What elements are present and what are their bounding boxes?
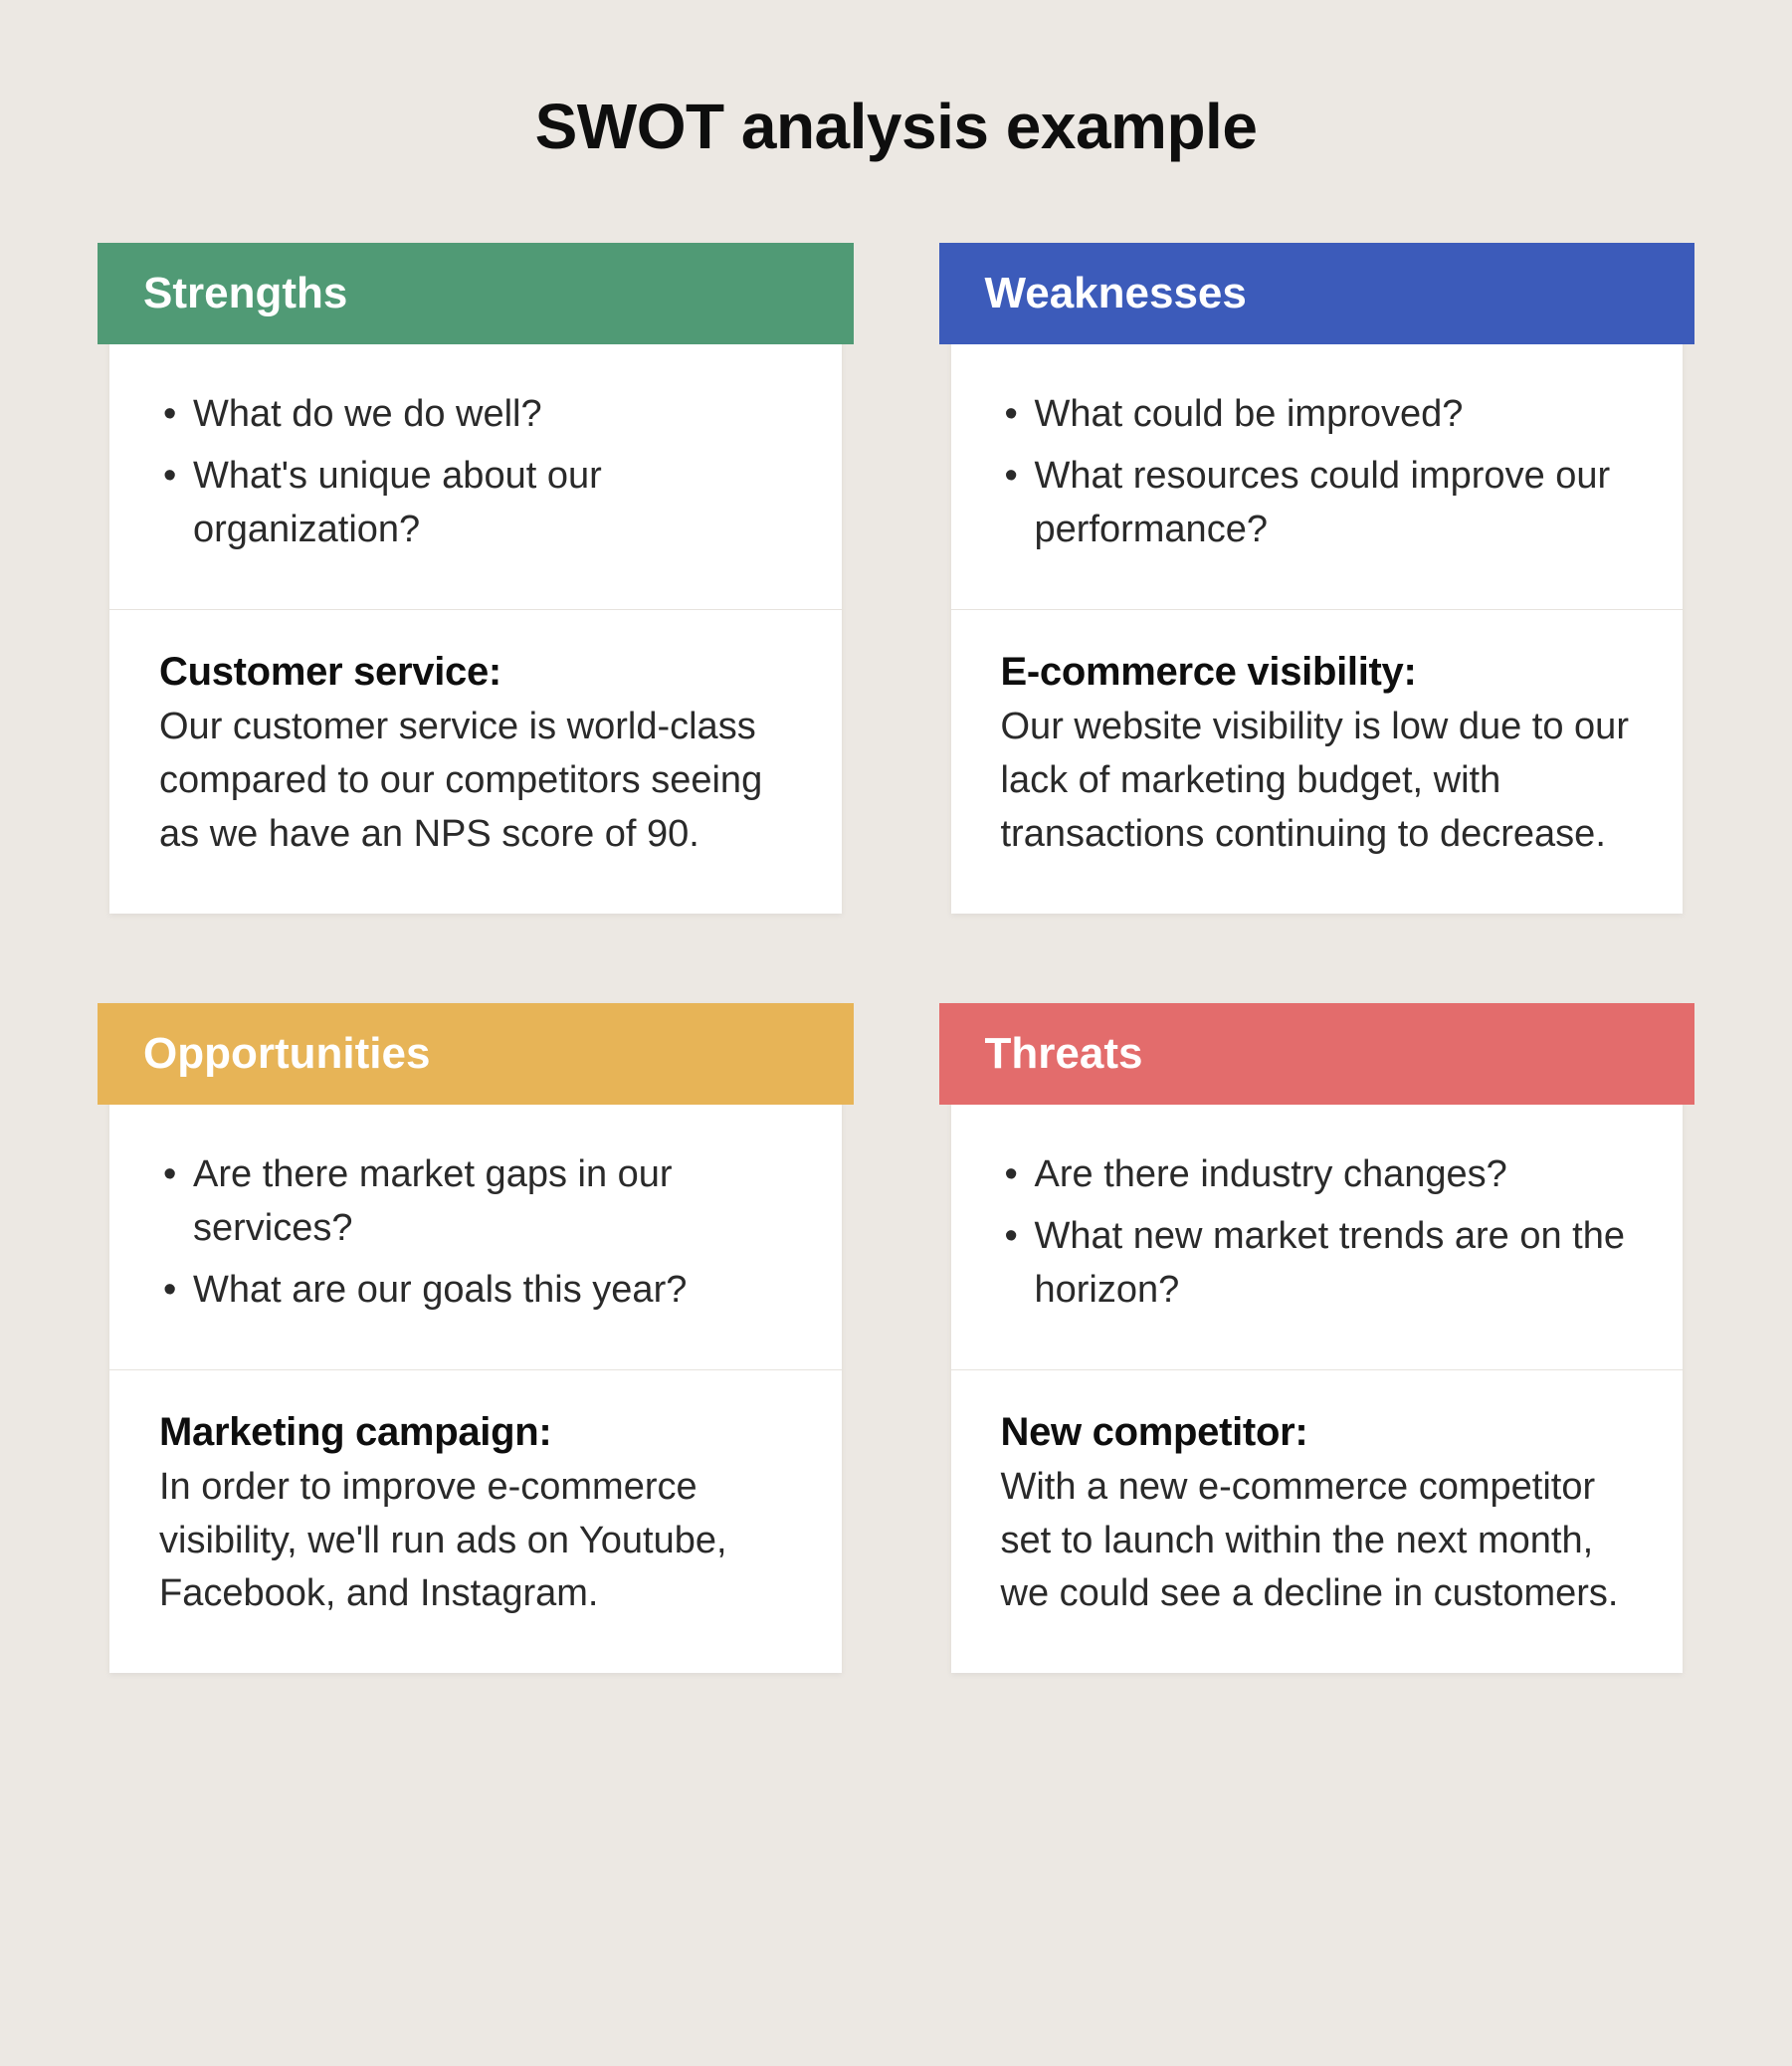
card-threats: Threats Are there industry changes? What… bbox=[951, 1003, 1684, 1674]
question-item: What could be improved? bbox=[1001, 388, 1634, 442]
card-opportunities: Opportunities Are there market gaps in o… bbox=[109, 1003, 842, 1674]
card-weaknesses: Weaknesses What could be improved? What … bbox=[951, 243, 1684, 914]
example-body: Our website visibility is low due to our… bbox=[1001, 701, 1634, 862]
card-header-opportunities: Opportunities bbox=[98, 1003, 854, 1105]
card-example-weaknesses: E-commerce visibility: Our website visib… bbox=[951, 610, 1684, 914]
question-item: What's unique about our organization? bbox=[159, 450, 792, 557]
question-item: Are there industry changes? bbox=[1001, 1148, 1634, 1202]
card-questions-weaknesses: What could be improved? What resources c… bbox=[951, 344, 1684, 610]
card-questions-opportunities: Are there market gaps in our services? W… bbox=[109, 1105, 842, 1370]
card-header-threats: Threats bbox=[939, 1003, 1695, 1105]
card-header-strengths: Strengths bbox=[98, 243, 854, 344]
example-title: Customer service: bbox=[159, 650, 792, 695]
card-questions-threats: Are there industry changes? What new mar… bbox=[951, 1105, 1684, 1370]
example-body: Our customer service is world-class comp… bbox=[159, 701, 792, 862]
question-item: What new market trends are on the horizo… bbox=[1001, 1210, 1634, 1318]
swot-grid: Strengths What do we do well? What's uni… bbox=[80, 243, 1712, 1673]
card-example-threats: New competitor: With a new e-commerce co… bbox=[951, 1370, 1684, 1674]
page-title: SWOT analysis example bbox=[80, 90, 1712, 163]
example-body: With a new e-commerce competitor set to … bbox=[1001, 1461, 1634, 1622]
card-example-strengths: Customer service: Our customer service i… bbox=[109, 610, 842, 914]
example-title: E-commerce visibility: bbox=[1001, 650, 1634, 695]
card-strengths: Strengths What do we do well? What's uni… bbox=[109, 243, 842, 914]
question-item: What do we do well? bbox=[159, 388, 792, 442]
question-item: Are there market gaps in our services? bbox=[159, 1148, 792, 1256]
example-title: New competitor: bbox=[1001, 1410, 1634, 1455]
card-example-opportunities: Marketing campaign: In order to improve … bbox=[109, 1370, 842, 1674]
card-questions-strengths: What do we do well? What's unique about … bbox=[109, 344, 842, 610]
example-title: Marketing campaign: bbox=[159, 1410, 792, 1455]
question-item: What resources could improve our perform… bbox=[1001, 450, 1634, 557]
example-body: In order to improve e-commerce visibilit… bbox=[159, 1461, 792, 1622]
card-header-weaknesses: Weaknesses bbox=[939, 243, 1695, 344]
question-item: What are our goals this year? bbox=[159, 1264, 792, 1318]
